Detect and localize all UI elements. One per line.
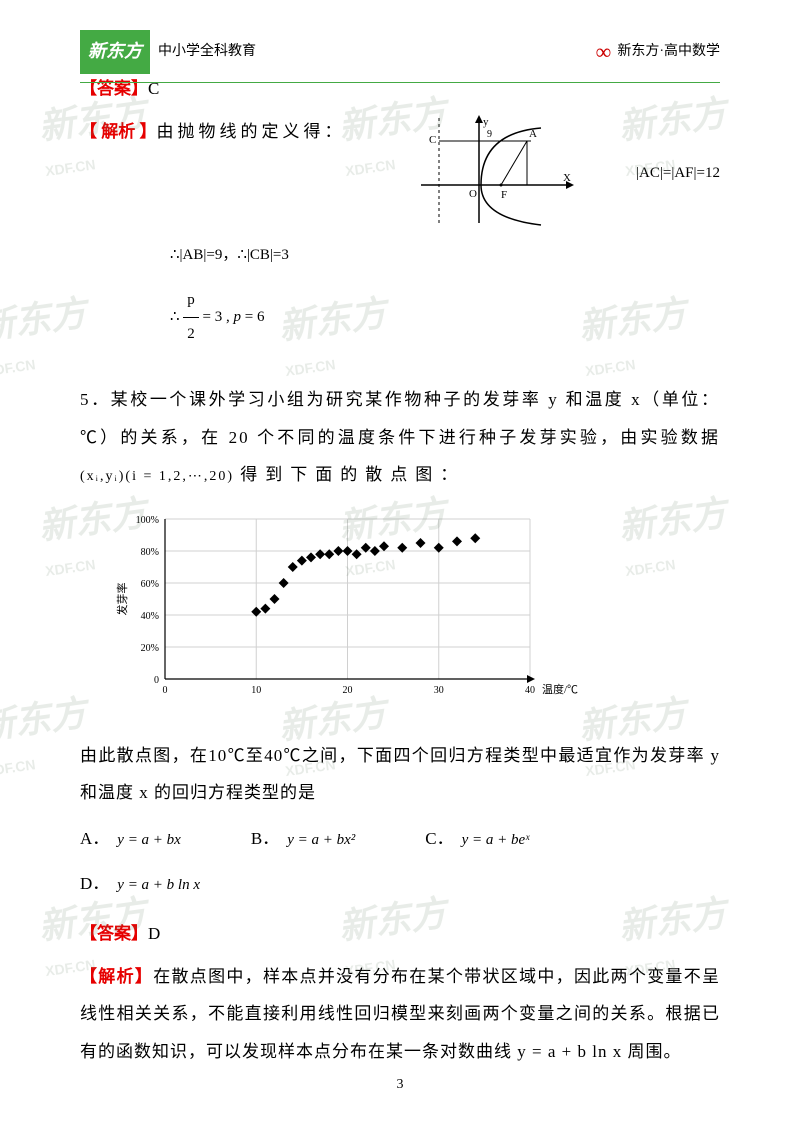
q4-equation-right: |AC|=|AF|=12 (636, 157, 720, 190)
diagram-c-label: C (429, 134, 436, 146)
analysis-label: 【 解析 】 (80, 122, 157, 141)
brand-logo: 新东方 (80, 30, 150, 74)
diagram-o-label: O (469, 188, 477, 200)
option-c: C．y = a + beˣ (425, 820, 529, 857)
svg-text:0: 0 (154, 675, 159, 686)
svg-text:40: 40 (525, 685, 535, 696)
q5-options-row1: A．y = a + bx B．y = a + bx² C．y = a + beˣ (80, 820, 720, 857)
q5-options-row2: D．y = a + b ln x (80, 865, 720, 902)
q4-math-line1: ∴|AB|=9，∴|CB|=3 (170, 239, 720, 272)
q5-number: 5． (80, 390, 111, 409)
analysis-label: 【解析】 (80, 967, 153, 986)
q4-analysis: 【 解析 】由抛物线的定义得： y X C 9 A (80, 113, 720, 351)
scatter-chart: 0 20% 40% 60% 80% 100% 0 10 20 30 40 发芽率温度/℃ (110, 509, 590, 709)
svg-text:20: 20 (343, 685, 353, 696)
q4-analysis-text: 由抛物线的定义得： (157, 122, 346, 141)
q5-answer: D (148, 924, 160, 943)
q5-data-notation: (xᵢ,yᵢ)(i = 1,2,⋯,20) (80, 469, 234, 484)
diagram-x-label: X (563, 172, 571, 184)
q5-after-chart: 由此散点图，在10℃至40℃之间，下面四个回归方程类型中最适宜作为发芽率 y 和… (80, 737, 720, 812)
q4-math-line2: ∴ p2 = 3 , p = 6 (170, 284, 720, 351)
answer-label: 【答案】 (80, 924, 148, 943)
q5-answer-line: 【答案】D (80, 915, 720, 952)
q5-stem: 5．某校一个课外学习小组为研究某作物种子的发芽率 y 和温度 x（单位：℃）的关… (80, 381, 720, 493)
svg-text:发芽率: 发芽率 (115, 582, 129, 615)
page-content: 【答案】C 【 解析 】由抛物线的定义得： y X C (80, 70, 720, 1070)
header-right: ∞ 新东方·高中数学 (596, 28, 720, 76)
svg-text:60%: 60% (141, 579, 159, 590)
q5-analysis-text: 在散点图中，样本点并没有分布在某个带状区域中，因此两个变量不呈线性相关关系，不能… (80, 967, 720, 1061)
option-b: B．y = a + bx² (251, 820, 355, 857)
diagram-nine-label: 9 (487, 129, 492, 140)
svg-text:80%: 80% (141, 547, 159, 558)
svg-text:40%: 40% (141, 611, 159, 622)
q5-text1: 某校一个课外学习小组为研究某作物种子的发芽率 y 和温度 x（单位：℃）的关系，… (80, 390, 720, 446)
diagram-a-label: A (529, 128, 537, 140)
q5-analysis: 【解析】在散点图中，样本点并没有分布在某个带状区域中，因此两个变量不呈线性相关关… (80, 958, 720, 1070)
page-number: 3 (397, 1070, 404, 1101)
option-a: A．y = a + bx (80, 820, 181, 857)
svg-text:10: 10 (251, 685, 261, 696)
page-header: 新东方 中小学全科教育 ∞ 新东方·高中数学 (80, 28, 720, 83)
svg-text:20%: 20% (141, 643, 159, 654)
option-d: D．y = a + b ln x (80, 865, 200, 902)
parabola-diagram: y X C 9 A F O (401, 113, 581, 233)
svg-text:30: 30 (434, 685, 444, 696)
svg-text:100%: 100% (136, 515, 159, 526)
diagram-y-label: y (483, 116, 489, 128)
header-left: 新东方 中小学全科教育 (80, 30, 256, 74)
diagram-f-label: F (501, 189, 507, 201)
header-brand-right: 新东方·高中数学 (617, 37, 720, 68)
q5-text2: 得到下面的散点图： (240, 465, 465, 484)
header-subtitle: 中小学全科教育 (158, 37, 256, 68)
svg-text:0: 0 (163, 685, 168, 696)
svg-text:温度/℃: 温度/℃ (542, 682, 578, 696)
infinity-icon: ∞ (596, 28, 612, 76)
